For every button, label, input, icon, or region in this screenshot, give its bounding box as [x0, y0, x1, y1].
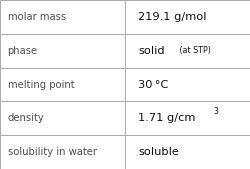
Text: (at STP): (at STP)	[177, 46, 210, 55]
Text: 30 °C: 30 °C	[138, 79, 168, 90]
Text: density: density	[8, 113, 44, 123]
Text: solubility in water: solubility in water	[8, 147, 96, 157]
Text: melting point: melting point	[8, 79, 74, 90]
Text: solid: solid	[138, 46, 164, 56]
Text: 1.71 g/cm: 1.71 g/cm	[138, 113, 195, 123]
Text: 3: 3	[212, 107, 217, 116]
Text: 219.1 g/mol: 219.1 g/mol	[138, 12, 206, 22]
Text: phase: phase	[8, 46, 38, 56]
Text: soluble: soluble	[138, 147, 178, 157]
Text: molar mass: molar mass	[8, 12, 66, 22]
